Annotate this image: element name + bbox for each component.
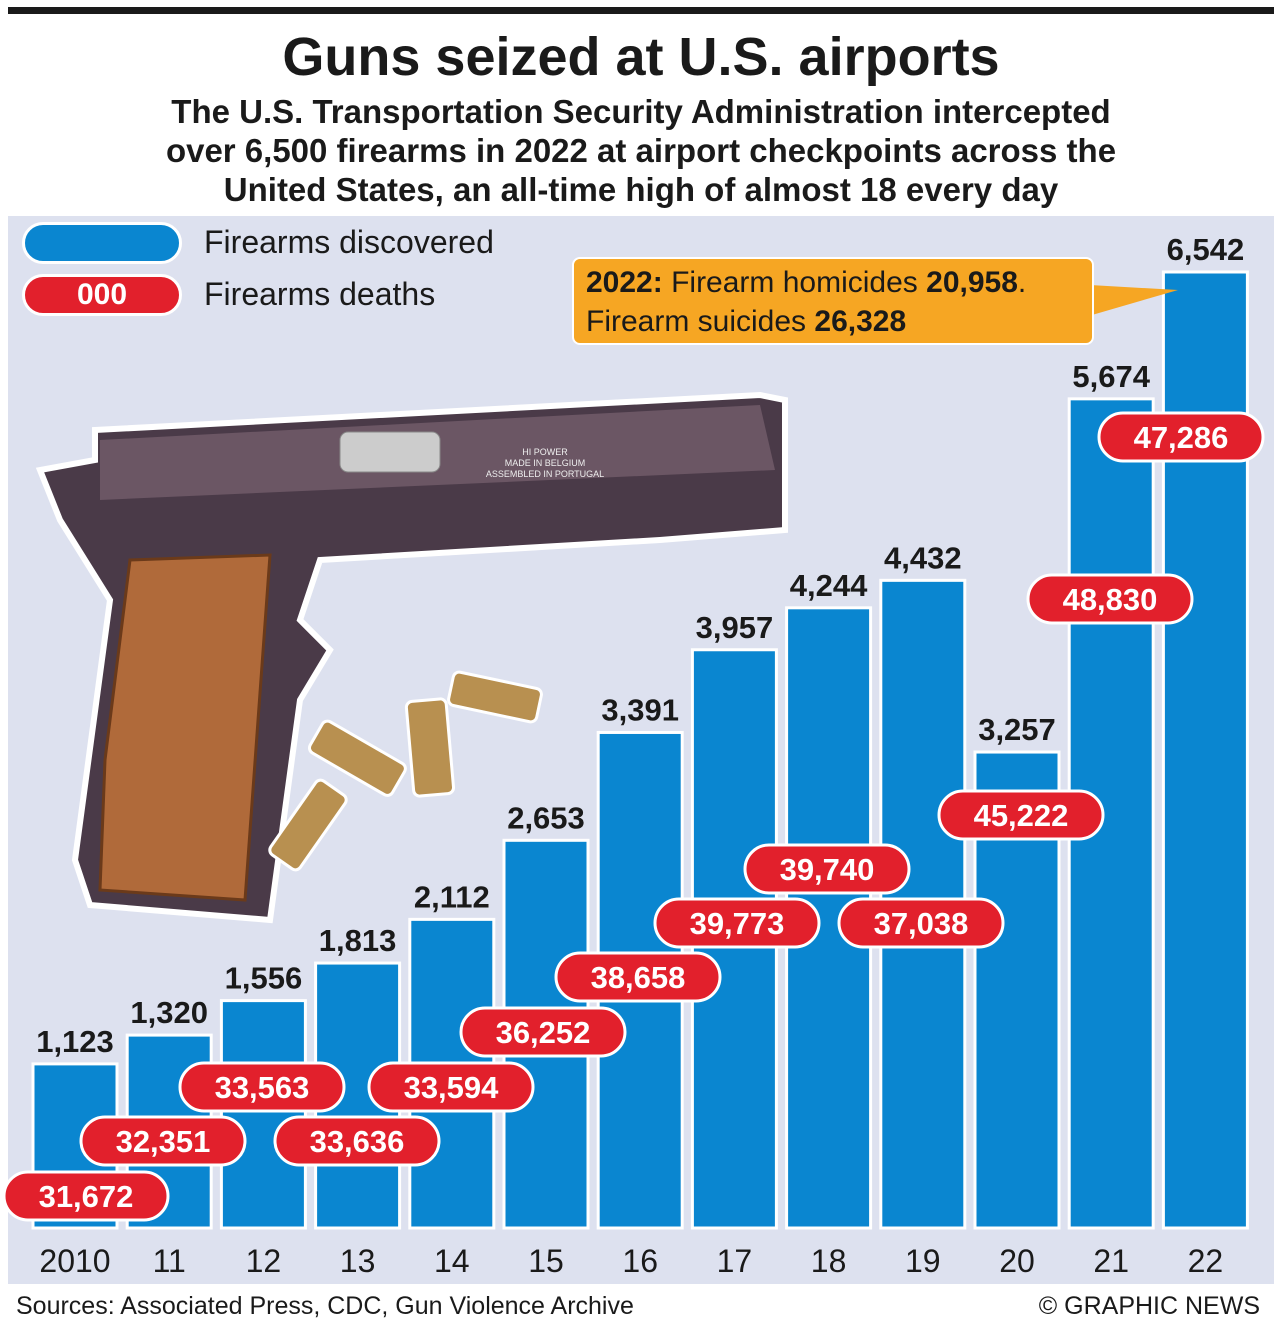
deaths-value-label: 39,773 xyxy=(690,906,785,941)
deaths-value-label: 37,038 xyxy=(874,906,969,941)
legend-swatch-deaths: 000 xyxy=(22,274,182,316)
deaths-value-label: 31,672 xyxy=(39,1179,134,1214)
legend-label-deaths: Firearms deaths xyxy=(204,276,436,312)
bar-value-label: 6,542 xyxy=(1167,232,1245,267)
deaths-value-label: 38,658 xyxy=(591,960,686,995)
deaths-value-label: 32,351 xyxy=(116,1124,211,1159)
year-tick-label: 13 xyxy=(340,1243,376,1279)
deaths-value-label: 45,222 xyxy=(974,798,1069,833)
deaths-value-label: 47,286 xyxy=(1134,420,1229,455)
engraving-line: MADE IN BELGIUM xyxy=(505,458,586,468)
bar-value-label: 4,432 xyxy=(884,540,962,575)
bar-value-label: 1,556 xyxy=(225,961,303,996)
callout-homicides-label: Firearm homicides xyxy=(671,266,918,299)
deaths-pill xyxy=(2,1170,170,1222)
deaths-pill xyxy=(653,897,821,949)
bar-value-label: 2,112 xyxy=(414,879,490,914)
deaths-pill xyxy=(459,1006,627,1058)
year-tick-label: 19 xyxy=(905,1243,941,1279)
year-tick-label: 17 xyxy=(717,1243,753,1279)
credit: © GRAPHIC NEWS xyxy=(1038,1292,1260,1320)
deaths-value-label: 39,740 xyxy=(780,852,875,887)
deaths-pill xyxy=(178,1061,346,1113)
bar-value-label: 1,813 xyxy=(319,923,397,958)
year-tick-label: 14 xyxy=(434,1243,470,1279)
deaths-value-label: 33,563 xyxy=(215,1070,310,1105)
chart-title: Guns seized at U.S. airports xyxy=(282,27,1000,87)
deaths-pill xyxy=(554,951,722,1003)
top-rule xyxy=(8,7,1274,14)
deaths-pill xyxy=(1026,573,1194,625)
bar-value-label: 3,257 xyxy=(978,712,1056,747)
deaths-pill xyxy=(743,843,911,895)
deaths-pill xyxy=(937,789,1105,841)
year-tick-label: 18 xyxy=(811,1243,847,1279)
deaths-pill xyxy=(273,1115,441,1167)
callout-pointer xyxy=(1090,285,1178,315)
legend-swatch-discovered xyxy=(22,222,182,264)
deaths-pill xyxy=(837,897,1005,949)
bar-value-label: 3,957 xyxy=(696,610,774,645)
bar-value-label: 5,674 xyxy=(1072,359,1150,394)
callout-2022: 2022: Firearm homicides 20,958. Firearm … xyxy=(572,257,1094,345)
callout-suicides-label: Firearm suicides xyxy=(586,305,807,338)
engraving-line: ASSEMBLED IN PORTUGAL xyxy=(486,469,604,479)
bar-value-label: 1,320 xyxy=(130,995,208,1030)
year-tick-label: 2010 xyxy=(39,1243,110,1279)
deaths-value-label: 33,594 xyxy=(404,1070,500,1105)
subtitle-line: The U.S. Transportation Security Adminis… xyxy=(171,93,1111,130)
callout-year: 2022: xyxy=(586,266,663,299)
year-tick-label: 11 xyxy=(153,1243,186,1279)
year-tick-label: 16 xyxy=(622,1243,658,1279)
deaths-pill xyxy=(1097,411,1265,463)
subtitle-line: United States, an all-time high of almos… xyxy=(223,171,1059,208)
year-tick-label: 21 xyxy=(1093,1243,1129,1279)
callout-suicides: 26,328 xyxy=(814,305,907,338)
subtitle-line: over 6,500 firearms in 2022 at airport c… xyxy=(165,132,1117,169)
deaths-value-label: 48,830 xyxy=(1063,582,1158,617)
sources: Sources: Associated Press, CDC, Gun Viol… xyxy=(16,1292,634,1320)
pistol-illustration: HI POWER MADE IN BELGIUM ASSEMBLED IN PO… xyxy=(35,391,788,924)
chart-subtitle: The U.S. Transportation Security Adminis… xyxy=(0,92,1282,209)
year-tick-label: 15 xyxy=(528,1243,564,1279)
bar-value-label: 1,123 xyxy=(36,1024,114,1059)
year-tick-label: 12 xyxy=(246,1243,282,1279)
year-tick-label: 22 xyxy=(1188,1243,1224,1279)
bar-value-label: 2,653 xyxy=(507,800,585,835)
callout-homicides: 20,958 xyxy=(926,266,1018,299)
deaths-value-label: 33,636 xyxy=(310,1124,405,1159)
deaths-pill xyxy=(79,1115,247,1167)
engraving-line: HI POWER xyxy=(522,447,568,457)
bar-discovered xyxy=(219,999,307,1230)
year-tick-label: 20 xyxy=(999,1243,1035,1279)
bar-value-label: 4,244 xyxy=(790,568,868,603)
deaths-pill xyxy=(367,1061,535,1113)
bar-value-label: 3,391 xyxy=(601,692,679,727)
deaths-value-label: 36,252 xyxy=(496,1015,591,1050)
legend-label-discovered: Firearms discovered xyxy=(204,224,494,260)
